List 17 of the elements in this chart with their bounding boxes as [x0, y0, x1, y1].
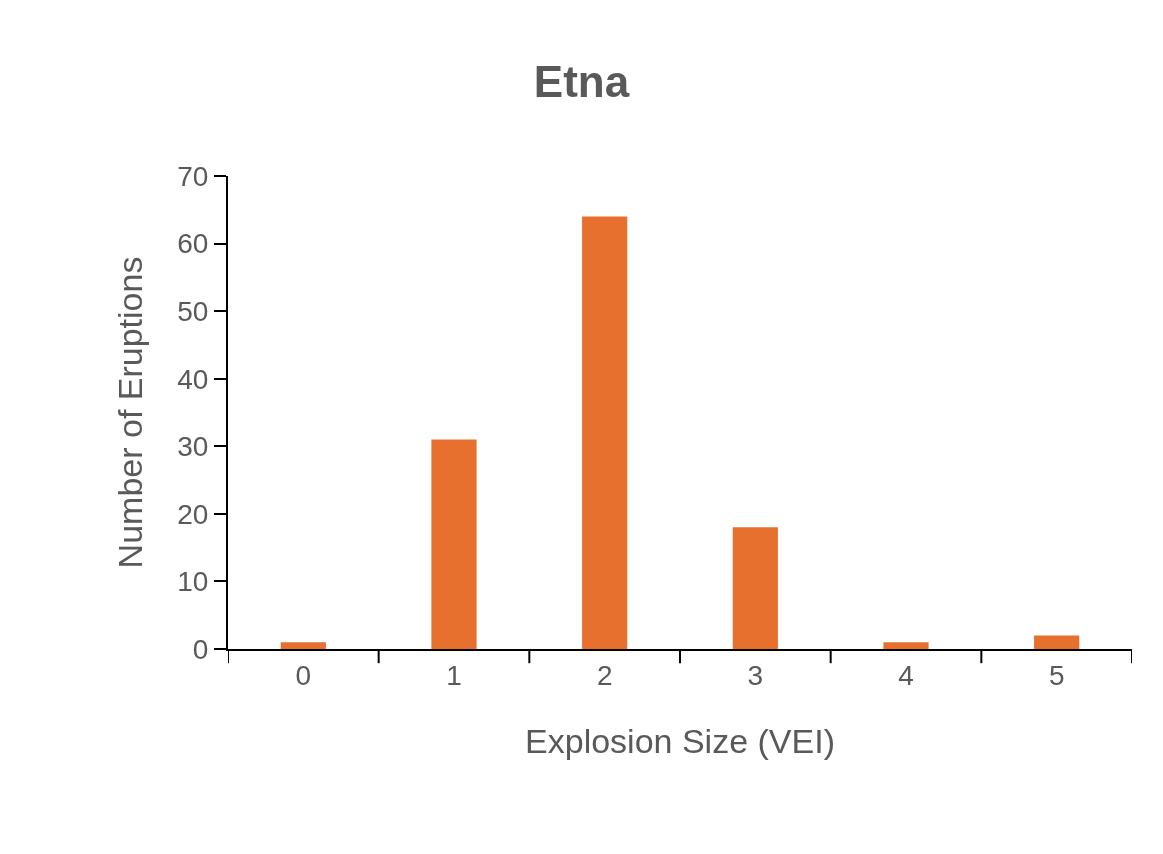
y-tick-label: 70: [177, 160, 209, 192]
x-tick-label: 4: [898, 659, 914, 691]
y-tick-label: 10: [177, 566, 209, 598]
y-tick-label: 40: [177, 363, 209, 395]
x-tick-label: 1: [446, 659, 462, 691]
x-tick-label: 5: [1048, 659, 1065, 691]
y-axis-title: Number of Eruptions: [111, 256, 150, 569]
y-tick-label: 20: [177, 498, 209, 530]
y-tick-label: 50: [177, 295, 209, 327]
y-tick-label: 30: [177, 431, 209, 463]
x-tick-label: 3: [747, 659, 764, 691]
x-tick-label: 2: [596, 659, 613, 691]
x-tick-label: 0: [295, 659, 312, 691]
x-axis-title: Explosion Size (VEI): [525, 722, 835, 761]
y-tick-label: 0: [192, 633, 209, 665]
chart-title: Etna: [533, 56, 630, 106]
y-tick-label: 60: [177, 228, 209, 260]
